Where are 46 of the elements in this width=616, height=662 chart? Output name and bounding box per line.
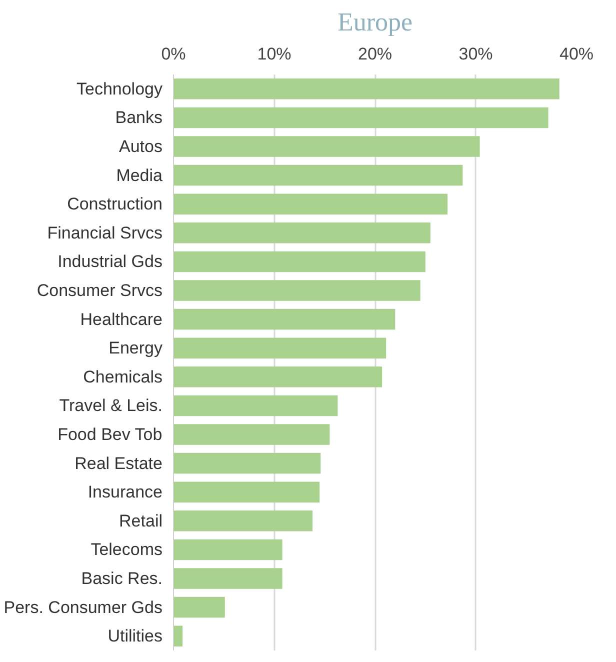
y-tick-label: Retail xyxy=(119,511,163,530)
y-tick-label: Financial Srvcs xyxy=(47,223,163,242)
bar xyxy=(174,164,463,186)
y-tick-label: Industrial Gds xyxy=(58,252,163,272)
bar xyxy=(174,568,282,589)
y-tick-label: Banks xyxy=(115,108,162,128)
bar xyxy=(174,107,548,128)
y-tick-label: Construction xyxy=(67,194,163,214)
bar xyxy=(174,338,386,358)
bar xyxy=(174,424,330,445)
y-tick-label: Autos xyxy=(119,137,163,156)
y-tick-label: Media xyxy=(116,166,164,185)
bar xyxy=(174,222,430,244)
bar xyxy=(174,280,420,301)
y-tick-label: Energy xyxy=(108,338,163,358)
bar xyxy=(174,251,426,272)
bar xyxy=(174,78,560,100)
bar xyxy=(174,539,282,560)
y-tick-label: Technology xyxy=(76,79,163,98)
x-tick-label: 20% xyxy=(358,44,392,64)
x-tick-label: 0% xyxy=(161,44,186,64)
x-tick-label: 30% xyxy=(458,44,493,64)
bar xyxy=(174,366,382,388)
bar xyxy=(174,194,448,214)
bar xyxy=(174,596,225,618)
x-tick-label: 40% xyxy=(559,44,594,64)
y-tick-label: Real Estate xyxy=(74,454,163,473)
chart-title: Europe xyxy=(337,8,413,36)
bar xyxy=(174,626,183,646)
bar xyxy=(174,308,396,330)
bar xyxy=(174,395,338,416)
y-tick-label: Travel & Leis. xyxy=(59,396,162,416)
y-tick-label: Utilities xyxy=(108,626,163,646)
y-tick-label: Pers. Consumer Gds xyxy=(4,598,163,617)
y-tick-label: Chemicals xyxy=(83,367,163,386)
bar xyxy=(174,452,321,474)
bar xyxy=(174,136,480,157)
x-tick-label: 10% xyxy=(257,44,292,64)
y-tick-label: Healthcare xyxy=(80,310,163,329)
y-tick-label: Food Bev Tob xyxy=(58,425,162,444)
y-tick-label: Consumer Srvcs xyxy=(36,281,162,300)
bar xyxy=(174,482,320,502)
y-tick-label: Insurance xyxy=(88,482,163,502)
bar xyxy=(174,510,313,532)
y-tick-label: Telecoms xyxy=(90,540,163,560)
y-tick-label: Basic Res. xyxy=(81,569,162,588)
